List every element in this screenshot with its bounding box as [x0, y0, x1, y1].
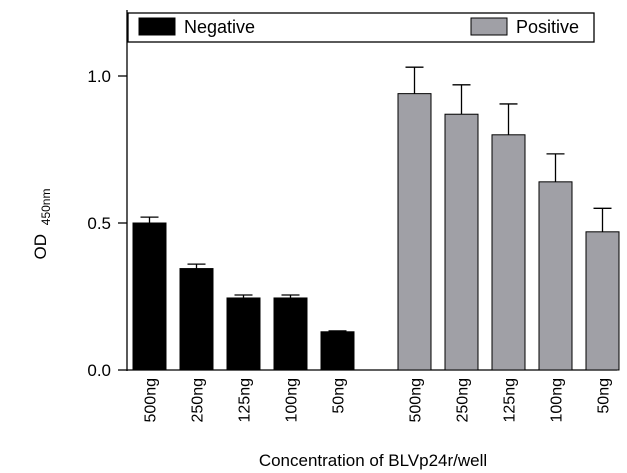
bar-negative-50ng [320, 331, 355, 371]
y-axis-title: OD 450nm [31, 189, 53, 260]
x-tick-label: 100ng [549, 378, 566, 423]
x-axis-title: Concentration of BLVp24r/well [259, 451, 487, 470]
legend: Negative Positive [127, 12, 595, 43]
y-tick-label: 1.0 [87, 67, 111, 86]
y-axis-title-main: OD [31, 234, 50, 260]
legend-label-positive: Positive [516, 17, 579, 37]
bar-negative-250ng [179, 268, 214, 371]
x-tick-label: 50ng [331, 378, 348, 414]
x-tick-label: 100ng [284, 378, 301, 423]
legend-swatch-negative [138, 17, 176, 36]
y-tick-label: 0.0 [87, 361, 111, 380]
y-ticks: 0.0 0.5 1.0 [87, 67, 127, 380]
legend-swatch-positive [470, 17, 508, 36]
x-tick-label: 250ng [190, 378, 207, 423]
x-tick-label: 50ng [596, 378, 613, 414]
bar-positive-50ng [585, 231, 620, 371]
bar-marks: 500ng 250ng 125ng 100ng 50ng 500ng 250ng 125ng 1… [132, 66, 620, 423]
bar-negative-100ng [273, 297, 308, 371]
x-tick-label: 500ng [408, 378, 425, 423]
x-tick-label: 125ng [502, 378, 519, 423]
bar-positive-250ng [444, 113, 479, 371]
bar-positive-500ng [397, 93, 432, 371]
x-tick-label: 250ng [455, 378, 472, 423]
bar-negative-500ng [132, 222, 167, 371]
x-tick-label: 125ng [237, 378, 254, 423]
svg-text:OD 450nm: OD 450nm [31, 189, 53, 260]
y-tick-label: 0.5 [87, 214, 111, 233]
legend-box [127, 12, 595, 43]
x-tick-label: 500ng [143, 378, 160, 423]
legend-label-negative: Negative [184, 17, 255, 37]
y-axis-title-subscript: 450nm [39, 189, 53, 226]
bar-negative-125ng [226, 297, 261, 371]
bar-positive-100ng [538, 181, 573, 371]
bar-positive-125ng [491, 134, 526, 371]
